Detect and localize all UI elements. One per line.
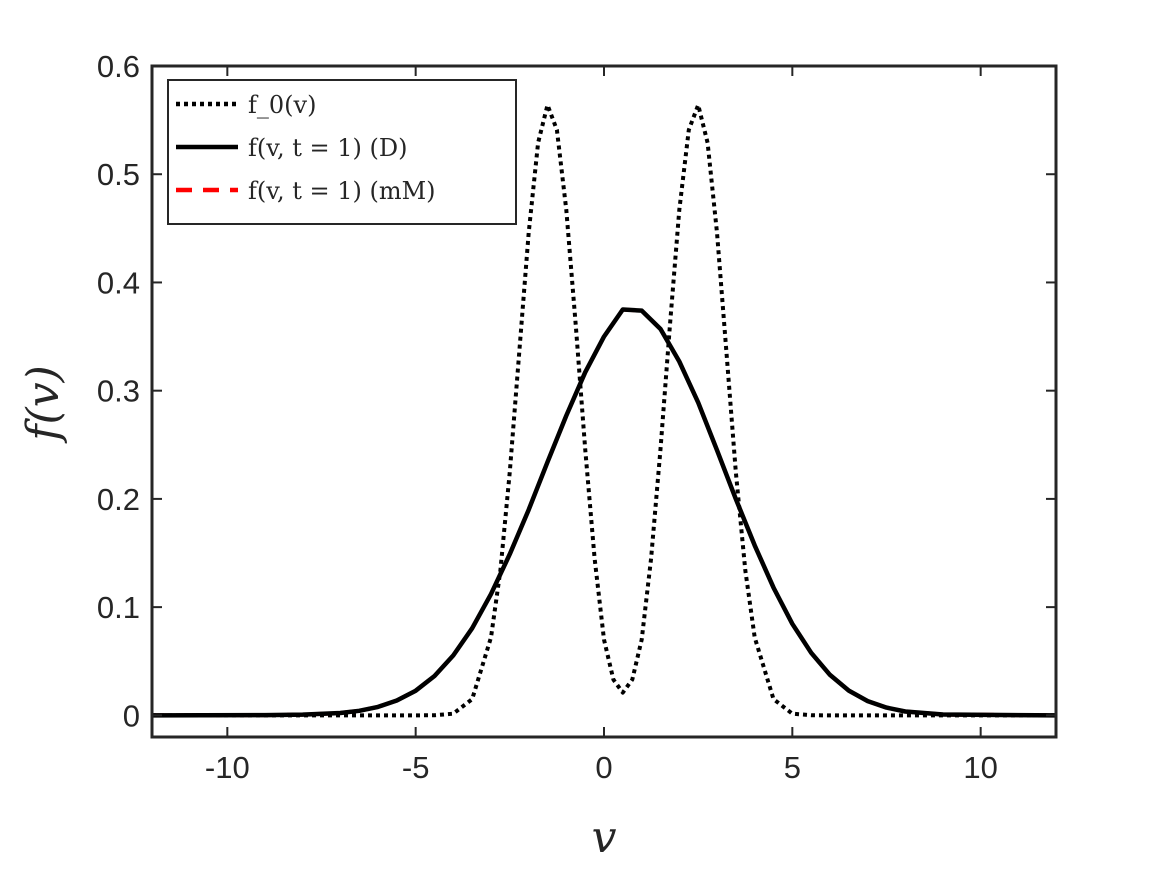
x-tick-label: -5 [402,750,430,785]
x-tick-label: -10 [205,750,250,785]
y-tick-label: 0.5 [97,157,140,192]
y-tick-label: 0.3 [97,374,140,409]
tick-layer: -10 -5 0 5 10 0 0.1 0.2 0.3 0.4 0.5 0.6 [97,49,1056,785]
legend-label-1: f_0(v) [248,91,316,119]
y-tick-label: 0 [123,698,140,733]
y-tick-label: 0.4 [97,265,140,300]
y-axis-title: f(v) [18,365,69,443]
x-tick-label: 0 [595,750,612,785]
series-line-1 [152,103,1056,718]
x-tick-label: 10 [963,750,997,785]
x-axis-title: v [592,812,617,863]
y-tick-label: 0.1 [97,590,140,625]
legend: f_0(v) f(v, t = 1) (D) f(v, t = 1) (mM) [167,79,517,225]
legend-label-2: f(v, t = 1) (D) [248,134,407,162]
x-tick-label: 5 [784,750,801,785]
series-line-2 [151,307,1057,718]
y-tick-label: 0.2 [97,482,140,517]
legend-label-3: f(v, t = 1) (mM) [248,177,436,205]
plot-frame [150,64,1058,739]
series-layer [151,103,1057,718]
y-tick-label: 0.6 [97,49,140,84]
